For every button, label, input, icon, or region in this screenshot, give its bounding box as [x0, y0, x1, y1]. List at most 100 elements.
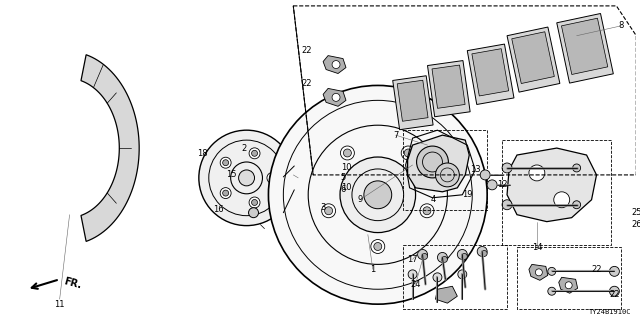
Text: 11: 11	[54, 300, 65, 309]
Bar	[403, 244, 507, 309]
Polygon shape	[557, 13, 613, 83]
Circle shape	[404, 149, 412, 157]
Bar	[517, 247, 621, 309]
Polygon shape	[512, 32, 554, 84]
Text: 22: 22	[301, 79, 312, 88]
Circle shape	[529, 165, 545, 181]
Polygon shape	[559, 277, 578, 293]
Circle shape	[417, 250, 428, 260]
Text: 18: 18	[198, 148, 208, 157]
Polygon shape	[428, 60, 470, 117]
Text: 3: 3	[321, 203, 326, 212]
Circle shape	[344, 149, 351, 157]
Text: 4: 4	[431, 195, 436, 204]
Circle shape	[554, 192, 570, 208]
Circle shape	[477, 246, 487, 256]
Circle shape	[548, 287, 556, 295]
Circle shape	[573, 164, 580, 172]
Polygon shape	[435, 286, 458, 303]
Circle shape	[248, 208, 259, 218]
Text: 6: 6	[340, 185, 346, 194]
Text: TY24B1910C: TY24B1910C	[589, 309, 631, 315]
Bar	[502, 140, 611, 244]
Polygon shape	[529, 264, 548, 280]
Circle shape	[223, 190, 228, 196]
Text: 1: 1	[370, 265, 376, 274]
Text: 22: 22	[609, 290, 620, 299]
Polygon shape	[323, 56, 346, 74]
Text: 22: 22	[301, 46, 312, 55]
Circle shape	[565, 282, 572, 289]
Circle shape	[408, 270, 417, 279]
Circle shape	[573, 201, 580, 209]
Text: 10: 10	[340, 164, 351, 172]
Polygon shape	[81, 55, 139, 241]
Bar	[403, 130, 487, 210]
Text: 13: 13	[470, 165, 481, 174]
Circle shape	[422, 253, 428, 260]
Circle shape	[442, 256, 447, 262]
Circle shape	[252, 150, 257, 156]
Text: 24: 24	[410, 280, 421, 289]
Polygon shape	[393, 76, 433, 130]
Circle shape	[548, 268, 556, 275]
Polygon shape	[397, 80, 428, 121]
Text: 9: 9	[357, 195, 362, 204]
Circle shape	[433, 273, 442, 282]
Polygon shape	[432, 65, 465, 108]
Circle shape	[239, 170, 255, 186]
Circle shape	[364, 181, 392, 209]
Circle shape	[374, 243, 382, 251]
Circle shape	[332, 93, 340, 101]
Text: 14: 14	[532, 243, 542, 252]
Circle shape	[252, 199, 257, 205]
Polygon shape	[472, 49, 509, 96]
Circle shape	[340, 157, 415, 233]
Text: 8: 8	[619, 21, 624, 30]
Text: 2: 2	[241, 144, 246, 153]
Text: 19: 19	[462, 190, 472, 199]
Circle shape	[609, 286, 620, 296]
Circle shape	[458, 270, 467, 279]
Text: 15: 15	[227, 171, 237, 180]
Circle shape	[249, 148, 260, 159]
Polygon shape	[561, 18, 608, 75]
Circle shape	[220, 157, 231, 168]
Circle shape	[401, 146, 415, 160]
Text: 7: 7	[393, 131, 398, 140]
Text: 16: 16	[213, 205, 224, 214]
Circle shape	[435, 163, 460, 187]
Circle shape	[420, 204, 434, 218]
Circle shape	[458, 250, 467, 260]
Circle shape	[223, 160, 228, 166]
Circle shape	[423, 207, 431, 215]
Circle shape	[461, 253, 467, 260]
Circle shape	[220, 188, 231, 198]
Circle shape	[322, 204, 335, 218]
Circle shape	[480, 170, 490, 180]
Text: 17: 17	[407, 255, 418, 264]
Circle shape	[502, 200, 512, 210]
Text: 10: 10	[340, 183, 351, 192]
Circle shape	[487, 180, 497, 190]
Circle shape	[438, 252, 447, 262]
Polygon shape	[507, 27, 560, 92]
Circle shape	[249, 197, 260, 208]
Circle shape	[332, 60, 340, 68]
Polygon shape	[467, 44, 514, 105]
Circle shape	[199, 130, 294, 226]
Text: 22: 22	[591, 265, 602, 274]
Text: 5: 5	[340, 173, 346, 182]
Polygon shape	[507, 148, 596, 222]
Polygon shape	[323, 88, 346, 106]
Circle shape	[371, 240, 385, 253]
Circle shape	[324, 207, 333, 215]
Circle shape	[268, 85, 487, 304]
Text: 26: 26	[631, 220, 640, 229]
Circle shape	[269, 175, 275, 181]
Circle shape	[267, 172, 278, 183]
Polygon shape	[408, 135, 469, 192]
Circle shape	[536, 269, 542, 276]
Circle shape	[481, 251, 487, 256]
Circle shape	[417, 146, 449, 178]
